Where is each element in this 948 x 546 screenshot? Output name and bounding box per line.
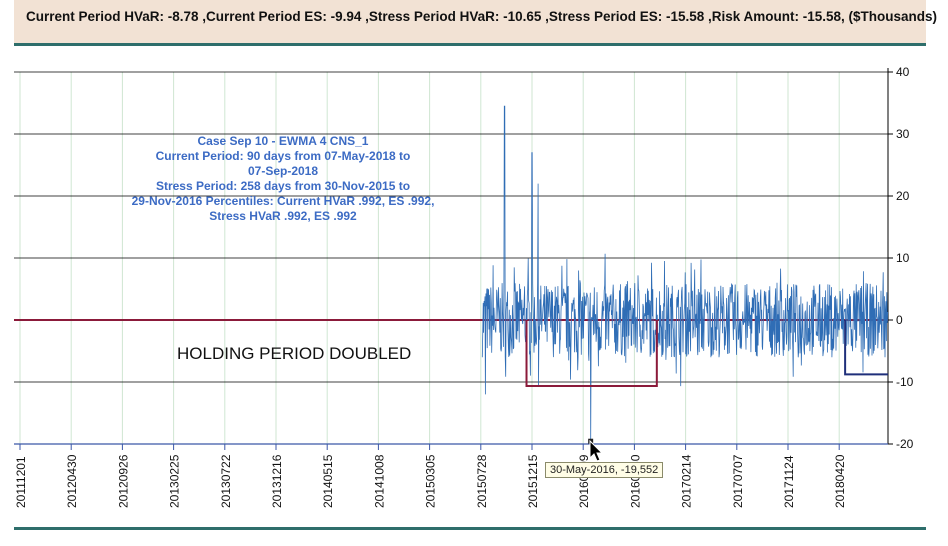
title-line: Case Sep 10 - EWMA 4 CNS_1: [197, 134, 369, 148]
x-tick-label: 20171124: [782, 455, 796, 508]
summary-header: Current Period HVaR: -8.78 ,Current Peri…: [14, 0, 937, 46]
y-tick-label: -10: [896, 375, 914, 389]
y-tick-label: 20: [896, 189, 910, 203]
current-hvar-line: [844, 320, 888, 376]
title-line: 29-Nov-2016 Percentiles: Current HVaR .9…: [131, 194, 435, 208]
title-line: Stress HVaR .992, ES .992: [209, 209, 357, 223]
x-tick-label: 20111201: [14, 456, 28, 508]
x-tick-label: 20150305: [424, 454, 438, 508]
y-tick-label: 40: [896, 65, 910, 79]
chart-title: Case Sep 10 - EWMA 4 CNS_1 Current Perio…: [100, 134, 466, 224]
x-tick-label: 20131216: [270, 454, 284, 508]
footer-divider: [14, 527, 926, 530]
y-tick-label: 30: [896, 127, 910, 141]
y-tick-label: 10: [896, 251, 910, 265]
x-tick-label: 20180420: [833, 454, 847, 508]
y-tick-label: -20: [896, 437, 914, 451]
x-tick-label: 20150728: [475, 454, 489, 508]
x-tick-label: 20170707: [731, 454, 745, 508]
mouse-pointer-icon: [589, 440, 604, 462]
x-tick-label: 20120926: [116, 454, 130, 508]
x-tick-label: 20130722: [219, 454, 233, 508]
data-tooltip: 30-May-2016, -19,552: [545, 462, 664, 478]
x-tick-label: 20120430: [65, 454, 79, 508]
pnl-series-line: [481, 105, 889, 442]
y-tick-label: 0: [896, 313, 903, 327]
x-tick-label: 20151215: [526, 454, 540, 508]
x-tick-label: 20140515: [321, 454, 335, 508]
summary-text: Current Period HVaR: -8.78 ,Current Peri…: [26, 9, 938, 24]
title-line: Current Period: 90 days from 07-May-2018…: [155, 149, 411, 163]
title-line: Stress Period: 258 days from 30-Nov-2015…: [155, 179, 411, 193]
holding-period-annotation: HOLDING PERIOD DOUBLED: [177, 344, 412, 363]
title-line: 07-Sep-2018: [247, 164, 319, 178]
x-tick-label: 20170214: [680, 454, 694, 508]
stress-hvar-line: [525, 320, 658, 388]
x-tick-label: 20130225: [168, 454, 182, 508]
x-tick-label: 20141008: [372, 454, 386, 508]
